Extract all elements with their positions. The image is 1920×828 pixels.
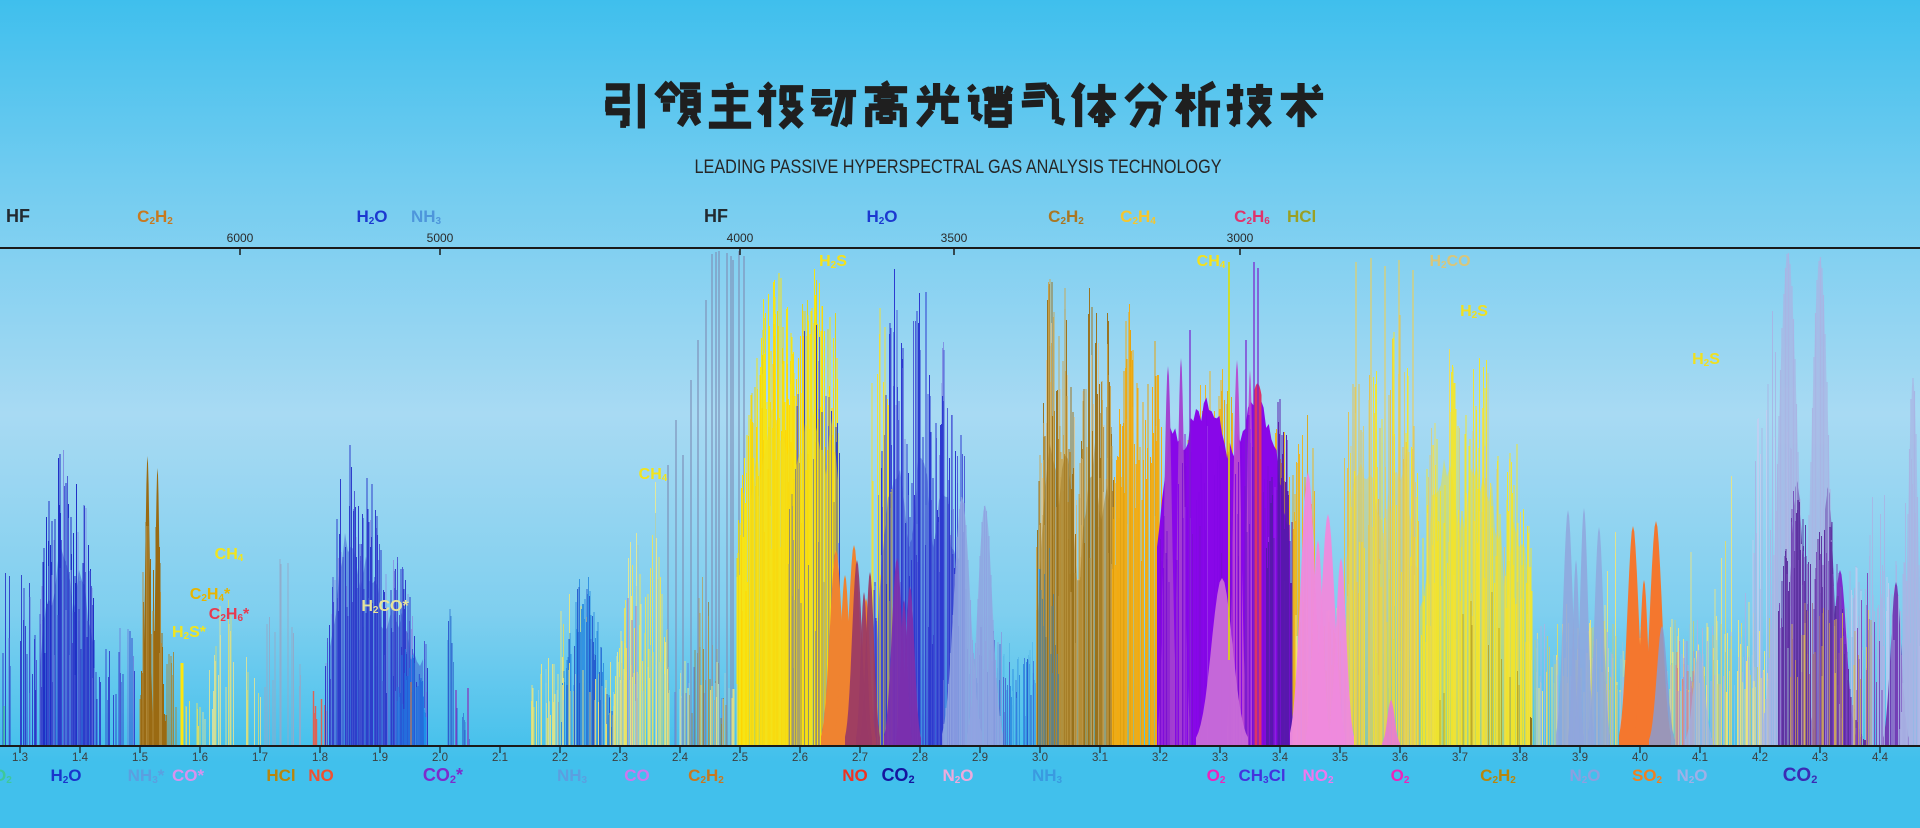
svg-text:O2: O2	[0, 766, 12, 786]
svg-text:1.5: 1.5	[132, 752, 148, 764]
svg-text:3.3: 3.3	[1212, 752, 1228, 764]
svg-text:C2H2: C2H2	[1480, 766, 1516, 786]
svg-text:3.6: 3.6	[1392, 752, 1408, 764]
svg-text:4.1: 4.1	[1692, 752, 1708, 764]
svg-text:3.5: 3.5	[1332, 752, 1348, 764]
svg-text:NH3: NH3	[557, 766, 588, 786]
svg-text:3.4: 3.4	[1272, 752, 1289, 764]
svg-text:C2H2: C2H2	[137, 207, 173, 227]
svg-text:2.1: 2.1	[492, 752, 508, 764]
svg-text:2.6: 2.6	[792, 752, 808, 764]
svg-text:2.8: 2.8	[912, 752, 928, 764]
svg-text:H2S: H2S	[819, 253, 847, 271]
svg-text:O2: O2	[1391, 766, 1410, 786]
svg-text:CO2: CO2	[1783, 765, 1818, 786]
svg-text:HCl: HCl	[266, 766, 295, 785]
svg-text:3500: 3500	[941, 231, 968, 245]
svg-text:CH4: CH4	[215, 546, 244, 564]
svg-text:O2: O2	[1207, 766, 1226, 786]
svg-text:NO: NO	[842, 766, 868, 785]
svg-text:1.3: 1.3	[12, 752, 28, 764]
svg-text:H2S*: H2S*	[172, 624, 207, 642]
svg-text:3.2: 3.2	[1152, 752, 1168, 764]
svg-text:HF: HF	[6, 206, 30, 226]
svg-text:H2O: H2O	[50, 766, 81, 786]
svg-text:3.1: 3.1	[1092, 752, 1108, 764]
svg-text:NO: NO	[308, 766, 334, 785]
svg-text:C2H2: C2H2	[688, 766, 724, 786]
svg-text:4000: 4000	[727, 231, 754, 245]
svg-text:2.7: 2.7	[852, 752, 868, 764]
svg-text:H2CO*: H2CO*	[361, 598, 409, 616]
svg-text:4.3: 4.3	[1812, 752, 1828, 764]
svg-text:5000: 5000	[427, 231, 454, 245]
svg-text:SO2: SO2	[1632, 766, 1663, 786]
svg-text:3.7: 3.7	[1452, 752, 1468, 764]
svg-text:CO*: CO*	[172, 766, 205, 785]
svg-text:4.4: 4.4	[1872, 752, 1889, 764]
svg-text:C2H4: C2H4	[1120, 207, 1156, 227]
svg-text:C2H4*: C2H4*	[190, 586, 231, 604]
svg-text:4.0: 4.0	[1632, 752, 1648, 764]
svg-text:N2O: N2O	[942, 766, 973, 786]
svg-text:2.9: 2.9	[972, 752, 988, 764]
svg-text:NH3: NH3	[1032, 766, 1063, 786]
svg-text:N2O: N2O	[1569, 766, 1600, 786]
svg-text:C2H6*: C2H6*	[209, 606, 250, 624]
svg-text:CH4: CH4	[1197, 253, 1226, 271]
svg-text:1.9: 1.9	[372, 752, 388, 764]
svg-text:H2O: H2O	[356, 207, 387, 227]
svg-text:HF: HF	[704, 206, 728, 226]
svg-text:NH3*: NH3*	[128, 766, 165, 786]
svg-text:4.2: 4.2	[1752, 752, 1768, 764]
svg-text:2.3: 2.3	[612, 752, 628, 764]
svg-text:2.2: 2.2	[552, 752, 568, 764]
svg-text:6000: 6000	[227, 231, 254, 245]
svg-text:1.4: 1.4	[72, 752, 89, 764]
svg-text:2.0: 2.0	[432, 752, 448, 764]
svg-text:NH3: NH3	[411, 207, 442, 227]
svg-text:CH3Cl: CH3Cl	[1238, 766, 1285, 786]
svg-text:HCl: HCl	[1287, 207, 1316, 226]
svg-text:N2O: N2O	[1676, 766, 1707, 786]
svg-text:C2H6: C2H6	[1234, 207, 1270, 227]
svg-text:3.9: 3.9	[1572, 752, 1588, 764]
svg-text:CO: CO	[624, 766, 650, 785]
svg-text:CO2: CO2	[881, 765, 914, 786]
svg-text:3000: 3000	[1227, 231, 1254, 245]
svg-text:3.0: 3.0	[1032, 752, 1048, 764]
svg-text:CO2*: CO2*	[423, 765, 463, 786]
svg-text:H2S: H2S	[1692, 351, 1720, 369]
svg-text:1.6: 1.6	[192, 752, 208, 764]
svg-text:1.7: 1.7	[252, 752, 268, 764]
svg-text:H2O: H2O	[866, 207, 897, 227]
svg-text:H2S: H2S	[1460, 303, 1488, 321]
svg-text:H2CO: H2CO	[1429, 253, 1470, 271]
svg-text:3.8: 3.8	[1512, 752, 1528, 764]
svg-text:1.8: 1.8	[312, 752, 328, 764]
svg-text:2.4: 2.4	[672, 752, 689, 764]
svg-text:2.5: 2.5	[732, 752, 748, 764]
svg-text:LEADING PASSIVE HYPERSPECTRAL: LEADING PASSIVE HYPERSPECTRAL GAS ANALYS…	[695, 156, 1222, 178]
svg-text:CH4: CH4	[639, 466, 668, 484]
svg-text:NO2: NO2	[1302, 766, 1334, 786]
svg-text:C2H2: C2H2	[1048, 207, 1084, 227]
